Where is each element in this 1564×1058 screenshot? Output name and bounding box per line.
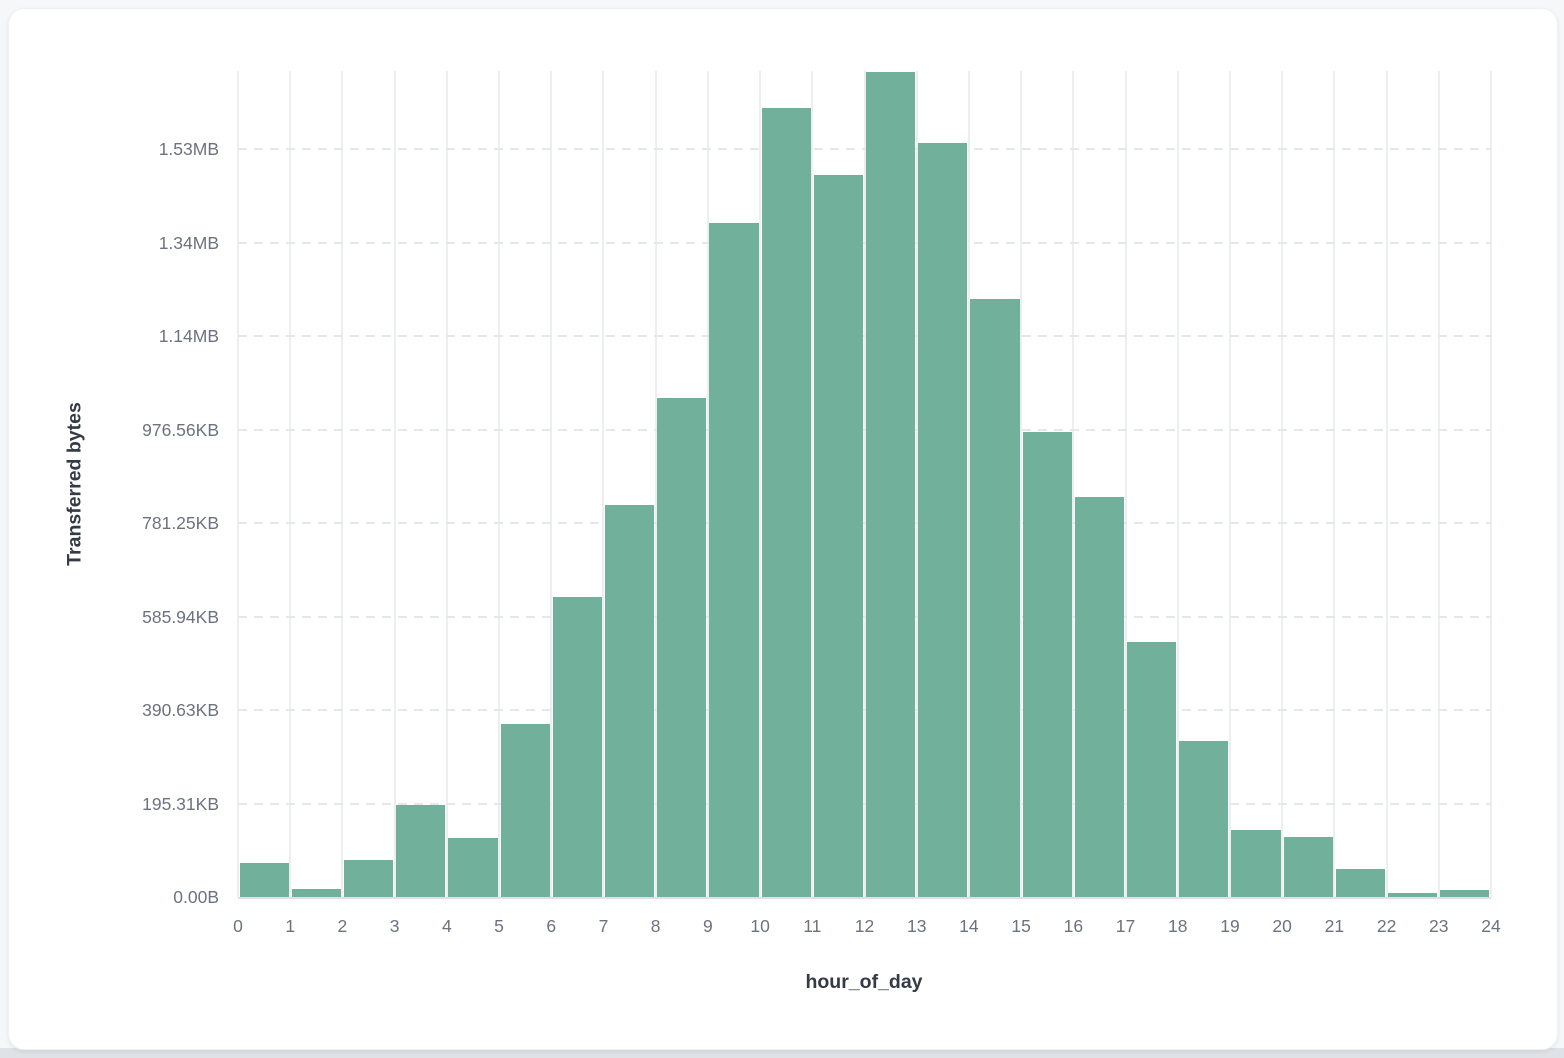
x-tick-label: 17 bbox=[1115, 916, 1136, 936]
y-tick-label: 976.56KB bbox=[142, 419, 219, 440]
y-tick-label: 585.94KB bbox=[142, 606, 219, 627]
x-tick-label: 15 bbox=[1011, 916, 1031, 936]
x-axis-title: hour_of_day bbox=[805, 971, 923, 993]
plot-area bbox=[237, 71, 1492, 899]
vertical-gridline bbox=[759, 71, 762, 897]
y-tick-label: 781.25KB bbox=[142, 513, 219, 534]
vertical-gridline bbox=[863, 71, 866, 897]
vertical-gridline bbox=[1176, 71, 1179, 897]
bar-hour-20[interactable] bbox=[1283, 837, 1333, 897]
bar-hour-16[interactable] bbox=[1074, 497, 1125, 897]
y-tick-label: 195.31KB bbox=[142, 793, 219, 814]
x-tick-label: 22 bbox=[1376, 916, 1397, 936]
y-tick-label: 1.34MB bbox=[158, 232, 219, 253]
vertical-gridline bbox=[915, 71, 918, 897]
bar-hour-5[interactable] bbox=[500, 724, 550, 897]
bar-hour-11[interactable] bbox=[813, 175, 863, 897]
vertical-gridline bbox=[237, 71, 239, 897]
x-tick-label: 10 bbox=[750, 916, 770, 936]
x-tick-label: 2 bbox=[337, 916, 348, 936]
x-tick-label: 3 bbox=[389, 916, 400, 936]
x-tick-label: 20 bbox=[1272, 916, 1292, 936]
bar-hour-4[interactable] bbox=[448, 838, 498, 897]
bar-hour-6[interactable] bbox=[552, 597, 602, 897]
bar-hour-1[interactable] bbox=[291, 889, 341, 897]
vertical-gridline bbox=[1072, 71, 1075, 897]
x-tick-label: 7 bbox=[598, 916, 609, 936]
vertical-gridline bbox=[811, 71, 814, 897]
bar-hour-10[interactable] bbox=[761, 108, 811, 897]
x-tick-label: 14 bbox=[959, 916, 979, 936]
vertical-gridline bbox=[1281, 71, 1284, 897]
x-tick-label: 13 bbox=[906, 916, 927, 936]
vertical-gridline bbox=[1228, 71, 1231, 897]
y-tick-label: 1.14MB bbox=[158, 326, 219, 347]
x-tick-label: 0 bbox=[233, 916, 243, 936]
x-tick-label: 8 bbox=[650, 916, 661, 936]
vertical-gridline bbox=[393, 71, 396, 897]
horizontal-gridline bbox=[238, 615, 1491, 618]
x-tick-label: 12 bbox=[854, 916, 875, 936]
x-tick-label: 16 bbox=[1063, 916, 1084, 936]
vertical-gridline bbox=[550, 71, 553, 897]
x-tick-label: 21 bbox=[1324, 916, 1345, 936]
x-tick-label: 6 bbox=[546, 916, 557, 936]
vertical-gridline bbox=[1333, 71, 1336, 897]
bar-hour-14[interactable] bbox=[970, 299, 1020, 897]
vertical-gridline bbox=[1020, 71, 1023, 897]
x-tick-label: 1 bbox=[285, 916, 296, 936]
bar-hour-22[interactable] bbox=[1388, 893, 1438, 897]
bar-hour-7[interactable] bbox=[604, 505, 655, 897]
vertical-gridline bbox=[1385, 71, 1388, 897]
bar-hour-12[interactable] bbox=[866, 72, 916, 897]
chart-card: Transferred bytes hour_of_day 0.00B 195.3… bbox=[8, 8, 1558, 1050]
horizontal-gridline bbox=[238, 428, 1491, 431]
bar-hour-18[interactable] bbox=[1179, 741, 1229, 897]
bar-hour-17[interactable] bbox=[1127, 642, 1177, 897]
horizontal-gridline bbox=[238, 709, 1491, 712]
vertical-gridline bbox=[602, 71, 605, 897]
vertical-gridline bbox=[1490, 71, 1492, 897]
vertical-gridline bbox=[654, 71, 657, 897]
bar-hour-9[interactable] bbox=[709, 223, 759, 897]
bar-hour-15[interactable] bbox=[1022, 432, 1072, 897]
x-tick-label: 23 bbox=[1429, 916, 1449, 936]
horizontal-gridline bbox=[238, 335, 1491, 338]
vertical-gridline bbox=[445, 71, 448, 897]
y-tick-label: 0.00B bbox=[173, 887, 219, 907]
horizontal-gridline bbox=[238, 148, 1491, 151]
vertical-gridline bbox=[706, 71, 709, 897]
page-bottom-strip bbox=[0, 1048, 1564, 1058]
bar-hour-2[interactable] bbox=[343, 860, 394, 897]
y-tick-label: 390.63KB bbox=[142, 700, 219, 721]
bar-hour-23[interactable] bbox=[1440, 890, 1490, 897]
horizontal-gridline bbox=[238, 522, 1491, 525]
bar-hour-19[interactable] bbox=[1231, 830, 1281, 897]
y-tick-label: 1.53MB bbox=[158, 139, 219, 160]
vertical-gridline bbox=[1124, 71, 1127, 897]
x-tick-label: 4 bbox=[441, 916, 452, 936]
x-tick-label: 18 bbox=[1168, 916, 1188, 936]
vertical-gridline bbox=[967, 71, 970, 897]
horizontal-gridline bbox=[238, 802, 1491, 805]
x-tick-label: 11 bbox=[803, 916, 822, 936]
bar-hour-3[interactable] bbox=[396, 805, 446, 897]
horizontal-gridline bbox=[238, 241, 1491, 244]
vertical-gridline bbox=[341, 71, 344, 897]
vertical-gridline bbox=[498, 71, 501, 897]
x-tick-label: 5 bbox=[494, 916, 504, 936]
x-tick-label: 19 bbox=[1220, 916, 1240, 936]
bar-hour-0[interactable] bbox=[239, 863, 289, 897]
bar-hour-8[interactable] bbox=[657, 398, 707, 897]
x-tick-label: 24 bbox=[1481, 916, 1501, 936]
bar-hour-21[interactable] bbox=[1335, 869, 1386, 897]
vertical-gridline bbox=[289, 71, 292, 897]
vertical-gridline bbox=[1437, 71, 1440, 897]
x-tick-label: 9 bbox=[703, 916, 713, 936]
bar-hour-13[interactable] bbox=[918, 143, 968, 897]
